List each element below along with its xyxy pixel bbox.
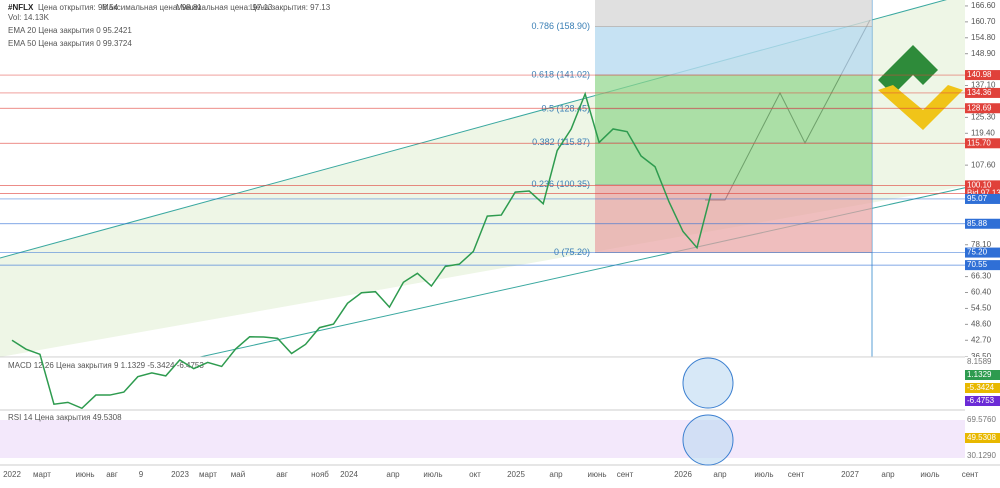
time-label: окт bbox=[469, 470, 481, 479]
time-label: июнь bbox=[75, 470, 94, 479]
price-tag-label: 115.70 bbox=[967, 138, 991, 147]
fib-zone bbox=[595, 27, 872, 75]
rsi-band bbox=[0, 420, 965, 458]
ema20: EMA 20 Цена закрытия 0 95.2421 bbox=[8, 26, 132, 35]
highlight bbox=[683, 358, 733, 408]
y-tick-label: 166.60 bbox=[971, 1, 996, 10]
time-label: апр bbox=[713, 470, 727, 479]
y-tick-label: 48.60 bbox=[971, 319, 992, 328]
volume: Vol: 14.13K bbox=[8, 13, 50, 22]
indicator-tag-label: -5.3424 bbox=[967, 383, 995, 392]
time-label: 2027 bbox=[841, 470, 859, 479]
indicator-tag-label: 30.1290 bbox=[967, 451, 996, 460]
y-tick-label: 66.30 bbox=[971, 272, 992, 281]
fib-label: 0 (75.20) bbox=[554, 247, 590, 257]
time-label: июнь bbox=[587, 470, 606, 479]
time-label: 2025 bbox=[507, 470, 525, 479]
indicator-tag-label: -6.4753 bbox=[967, 396, 995, 405]
time-label: 2026 bbox=[674, 470, 692, 479]
time-label: апр bbox=[386, 470, 400, 479]
time-label: апр bbox=[881, 470, 895, 479]
time-label: 9 bbox=[139, 470, 144, 479]
price-tag-label: 95.07 bbox=[967, 194, 988, 203]
indicator-tag-label: 8.1589 bbox=[967, 357, 992, 366]
y-tick-label: 160.70 bbox=[971, 17, 996, 26]
time-label: 2022 bbox=[3, 470, 21, 479]
price-tag-label: 70.55 bbox=[967, 260, 988, 269]
fib-label: 0.786 (158.90) bbox=[531, 21, 590, 31]
time-label: сент bbox=[788, 470, 805, 479]
time-label: июль bbox=[754, 470, 773, 479]
time-label: май bbox=[231, 470, 245, 479]
time-label: 2024 bbox=[340, 470, 358, 479]
ema50: EMA 50 Цена закрытия 0 99.3724 bbox=[8, 39, 132, 48]
time-label: июль bbox=[920, 470, 939, 479]
price-tag-label: 75.20 bbox=[967, 248, 988, 257]
time-label: март bbox=[33, 470, 51, 479]
fib-label: 0.236 (100.35) bbox=[531, 179, 590, 189]
indicator-tag-label: 1.1329 bbox=[967, 370, 992, 379]
y-tick-label: 148.90 bbox=[971, 49, 996, 58]
fib-zone bbox=[595, 185, 872, 253]
y-tick-label: 60.40 bbox=[971, 288, 992, 297]
y-tick-label: 119.40 bbox=[971, 128, 995, 137]
time-label: июль bbox=[423, 470, 442, 479]
indicator-tag-label: 69.5760 bbox=[967, 415, 996, 424]
fib-zone bbox=[595, 0, 872, 27]
y-tick-label: 107.60 bbox=[971, 160, 996, 169]
y-tick-label: 54.50 bbox=[971, 304, 992, 313]
price-tag-label: 134.36 bbox=[967, 88, 992, 97]
rsi-title: RSI 14 Цена закрытия 49.5308 bbox=[8, 413, 122, 422]
time-label: март bbox=[199, 470, 217, 479]
time-label: нояб bbox=[311, 470, 329, 479]
time-label: авг bbox=[106, 470, 118, 479]
symbol: #NFLX bbox=[8, 3, 34, 12]
time-label: апр bbox=[549, 470, 563, 479]
close: Цена закрытия: 97.13 bbox=[250, 3, 331, 12]
y-tick-label: 42.70 bbox=[971, 335, 992, 344]
fib-zone bbox=[595, 75, 872, 185]
indicator-tag-label: 49.5308 bbox=[967, 433, 996, 442]
highlight bbox=[683, 415, 733, 465]
y-tick-label: 154.80 bbox=[971, 33, 996, 42]
time-label: сент bbox=[962, 470, 979, 479]
price-tag-label: 140.98 bbox=[967, 70, 992, 79]
time-label: авг bbox=[276, 470, 288, 479]
price-tag-label: 128.69 bbox=[967, 103, 992, 112]
fib-label: 0.618 (141.02) bbox=[531, 69, 590, 79]
y-tick-label: 125.30 bbox=[971, 112, 996, 121]
price-tag-label: 85.88 bbox=[967, 219, 988, 228]
time-label: 2023 bbox=[171, 470, 189, 479]
time-label: сент bbox=[617, 470, 634, 479]
